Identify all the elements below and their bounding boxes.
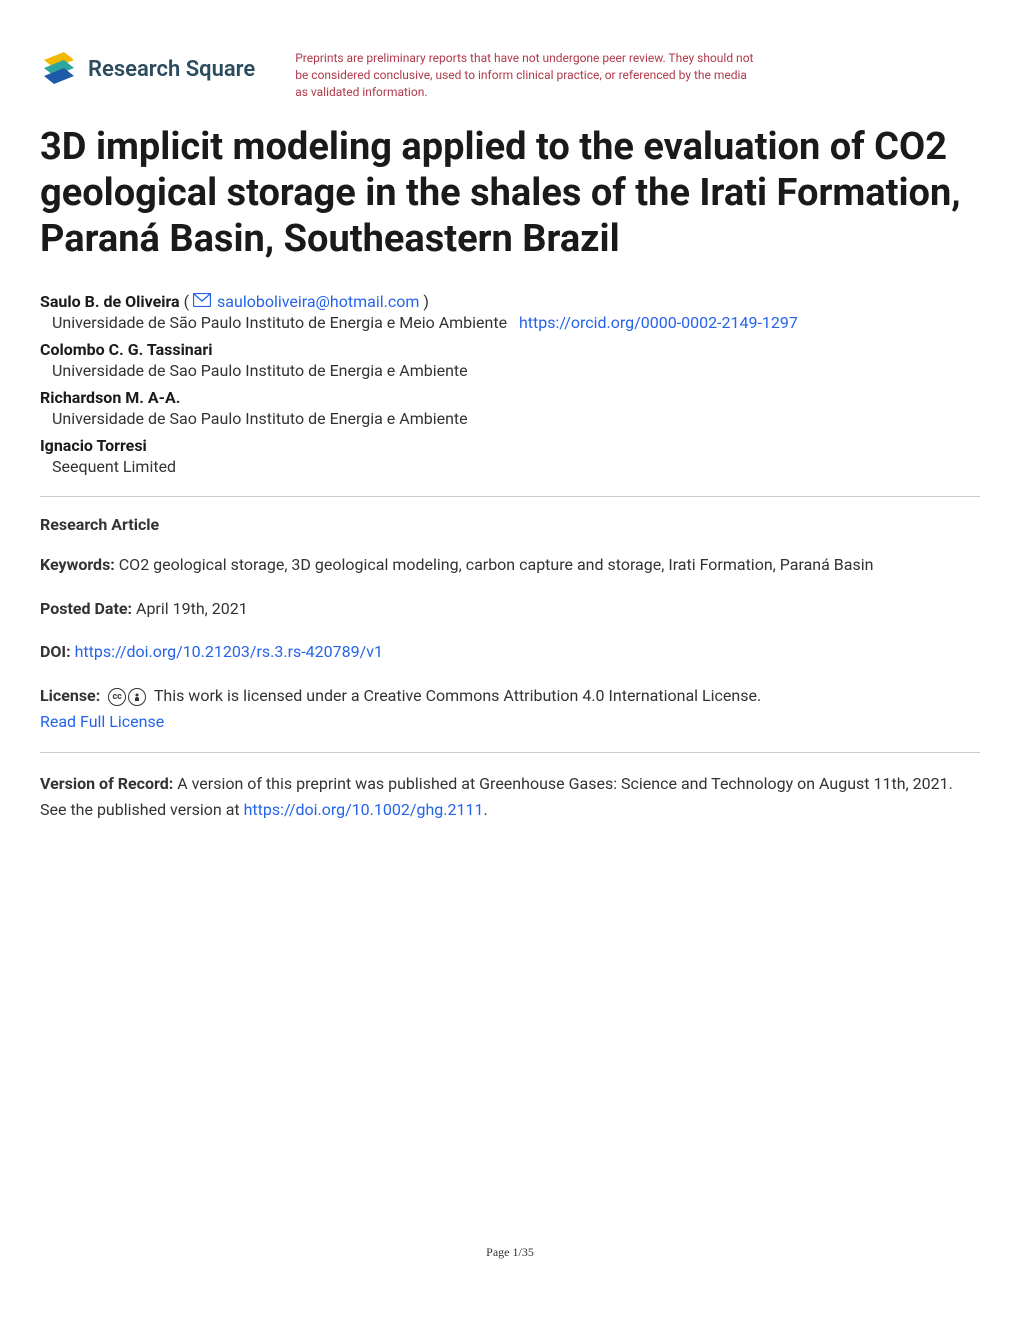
author-affiliation: Universidade de Sao Paulo Instituto de E… — [52, 409, 980, 428]
brand-name: Research Square — [88, 57, 255, 82]
section-divider — [40, 496, 980, 497]
author-affiliation: Universidade de Sao Paulo Instituto de E… — [52, 361, 980, 380]
cc-by-icon — [128, 688, 146, 706]
author-name: Ignacio Torresi — [40, 436, 980, 455]
cc-icon: cc — [108, 688, 126, 706]
posted-date-label: Posted Date: — [40, 599, 132, 618]
license-text: This work is licensed under a Creative C… — [154, 686, 761, 705]
email-wrapper: ( — [184, 292, 193, 311]
doi-link[interactable]: https://doi.org/10.21203/rs.3.rs-420789/… — [75, 642, 383, 661]
author-email-link[interactable]: sauloboliveira@hotmail.com — [193, 292, 419, 311]
cc-license-icons: cc — [108, 688, 146, 706]
author-affiliation: Seequent Limited — [52, 457, 980, 476]
affiliation-text: Universidade de São Paulo Instituto de E… — [52, 313, 507, 332]
orcid-link[interactable]: https://orcid.org/0000-0002-2149-1297 — [519, 313, 798, 332]
period: . — [483, 800, 487, 819]
license-row: License: cc This work is licensed under … — [40, 683, 980, 734]
page-header: Research Square Preprints are preliminar… — [40, 50, 980, 100]
author-affiliation: Universidade de São Paulo Instituto de E… — [52, 313, 980, 332]
brand-logo[interactable]: Research Square — [40, 50, 255, 88]
version-link[interactable]: https://doi.org/10.1002/ghg.2111 — [244, 800, 484, 819]
preprint-disclaimer: Preprints are preliminary reports that h… — [295, 50, 755, 100]
author-entry: Saulo B. de Oliveira ( sauloboliveira@ho… — [40, 292, 980, 332]
author-name: Saulo B. de Oliveira — [40, 292, 180, 311]
article-type: Research Article — [40, 515, 980, 534]
license-link[interactable]: Read Full License — [40, 712, 164, 731]
envelope-icon — [193, 292, 211, 311]
version-text: A version of this preprint was published… — [40, 774, 953, 819]
author-name: Richardson M. A-A. — [40, 388, 980, 407]
keywords-row: Keywords: CO2 geological storage, 3D geo… — [40, 552, 980, 578]
logo-mark-icon — [40, 50, 78, 88]
page-number: Page 1/35 — [486, 1245, 534, 1260]
author-name: Colombo C. G. Tassinari — [40, 340, 980, 359]
keywords-label: Keywords: — [40, 555, 115, 574]
license-label: License: — [40, 686, 100, 705]
author-email: sauloboliveira@hotmail.com — [217, 292, 419, 311]
doi-label: DOI: — [40, 642, 71, 661]
version-of-record-row: Version of Record: A version of this pre… — [40, 771, 980, 822]
doi-row: DOI: https://doi.org/10.21203/rs.3.rs-42… — [40, 639, 980, 665]
author-entry: Richardson M. A-A. Universidade de Sao P… — [40, 388, 980, 428]
author-entry: Colombo C. G. Tassinari Universidade de … — [40, 340, 980, 380]
posted-date-value: April 19th, 2021 — [136, 599, 248, 618]
keywords-value: CO2 geological storage, 3D geological mo… — [119, 555, 874, 574]
posted-date-row: Posted Date: April 19th, 2021 — [40, 596, 980, 622]
authors-list: Saulo B. de Oliveira ( sauloboliveira@ho… — [40, 292, 980, 476]
section-divider — [40, 752, 980, 753]
author-entry: Ignacio Torresi Seequent Limited — [40, 436, 980, 476]
email-wrapper-close: ) — [423, 292, 429, 311]
version-label: Version of Record: — [40, 774, 173, 793]
article-title: 3D implicit modeling applied to the eval… — [40, 125, 980, 262]
